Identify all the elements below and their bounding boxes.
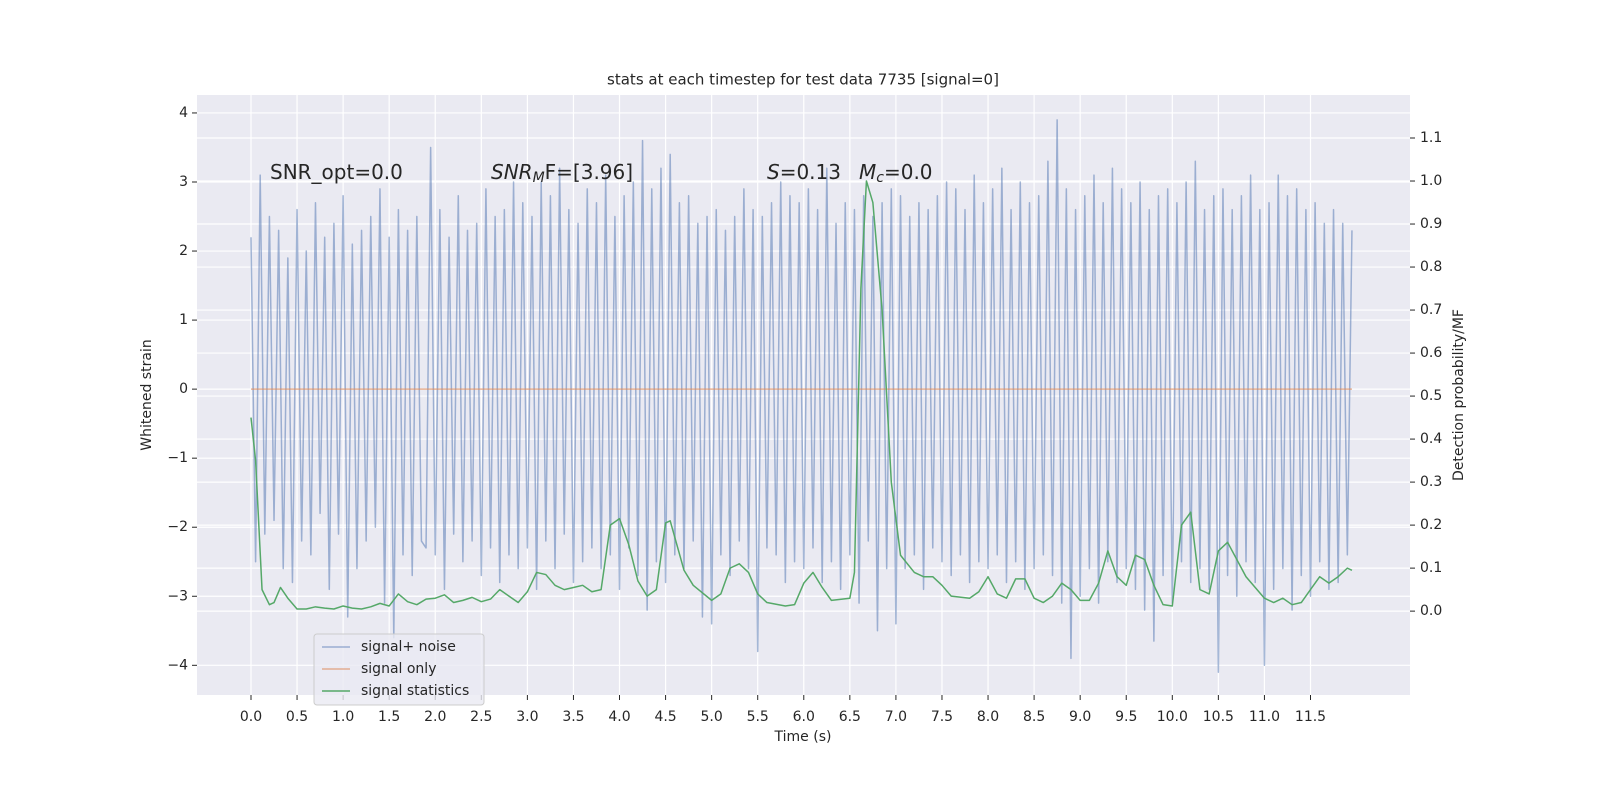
annotation-text: SNR_opt=0.0 [270,160,403,184]
y2-tick-label: 0.8 [1420,259,1442,275]
y2-tick-label: 0.6 [1420,345,1442,361]
x-tick-label: 5.0 [701,709,723,725]
series-line [250,119,1353,673]
y2-tick-label: 0.2 [1420,517,1442,533]
y2-tick-label: 1.0 [1420,173,1442,189]
x-tick-label: 0.5 [286,709,308,725]
annotation: S=0.13 [767,160,841,184]
series-line [250,180,1353,610]
x-tick-label: 10.0 [1157,709,1188,725]
grid: 0.0 0.5 1.0 1.5 2.0 2.5 3.0 3.5 4.0 4.5 5.0 5.5 6.0 6… [167,95,1442,725]
annotation: SNR_opt=0.0 [270,160,403,184]
y2-tick-label: 0.0 [1420,603,1442,619]
x-tick-label: 5.5 [747,709,769,725]
annotations: SNR_opt=0.0 SNRMF=[3.96] S=0.13 Mc=0.0 [270,160,933,187]
x-tick-label: 6.5 [839,709,861,725]
annotation: SNRMF=[3.96] [491,160,633,187]
x-tick-label: 11.5 [1295,709,1326,725]
y-tick-label: 1 [179,312,188,328]
x-tick-label: 2.0 [424,709,446,725]
x-tick-label: 8.0 [977,709,999,725]
y-tick-label: −1 [167,450,188,466]
x-tick-label: 10.5 [1203,709,1234,725]
x-tick-label: 9.5 [1115,709,1137,725]
x-tick-label: 3.5 [562,709,584,725]
y-tick-label: 2 [179,243,188,259]
x-tick-label: 7.5 [931,709,953,725]
y-tick-label: 4 [179,105,188,121]
x-tick-label: 0.0 [240,709,262,725]
y-tick-label: −2 [167,519,188,535]
y2-axis-label: Detection probability/MF [1451,309,1467,481]
y2-tick-label: 0.1 [1420,560,1442,576]
legend: signal+ noise signal only signal statistic… [313,633,485,706]
y2-tick-label: 0.3 [1420,474,1442,490]
annotation: Mc=0.0 [859,160,933,187]
y-axis-label: Whitened strain [139,339,155,450]
x-tick-label: 1.5 [378,709,400,725]
y2-tick-label: 0.9 [1420,216,1442,232]
x-tick-label: 4.0 [608,709,630,725]
x-tick-label: 6.0 [793,709,815,725]
x-tick-label: 9.0 [1069,709,1091,725]
x-tick-label: 4.5 [654,709,676,725]
legend-label: signal+ noise [361,639,456,655]
x-tick-label: 8.5 [1023,709,1045,725]
x-tick-label: 7.0 [885,709,907,725]
marks [250,119,1353,673]
x-tick-label: 3.0 [516,709,538,725]
y-tick-label: 0 [179,381,188,397]
annotation-text: S [767,160,780,184]
legend-box [313,633,485,706]
x-tick-label: 11.0 [1249,709,1280,725]
annotation-text: M [859,160,876,184]
y2-tick-label: 0.4 [1420,431,1442,447]
y2-tick-label: 0.7 [1420,302,1442,318]
y-tick-label: −3 [167,588,188,604]
y-tick-label: −4 [167,657,188,673]
annotation-tail: F=[3.96] [545,160,633,184]
x-tick-label: 2.5 [470,709,492,725]
y2-tick-label: 0.5 [1420,388,1442,404]
annotation-text: SNR [491,160,533,184]
x-axis-label: Time (s) [774,729,832,745]
legend-label: signal only [361,661,436,677]
y-tick-label: 3 [179,174,188,190]
annotation-tail: =0.0 [884,160,933,184]
x-tick-label: 1.0 [332,709,354,725]
legend-label: signal statistics [361,683,469,699]
annotation-subscript: M [533,170,545,186]
y2-tick-label: 1.1 [1420,130,1442,146]
annotation-tail: =0.13 [780,160,841,184]
chart-title: stats at each timestep for test data 773… [607,71,999,89]
annotation-subscript: c [876,170,884,186]
